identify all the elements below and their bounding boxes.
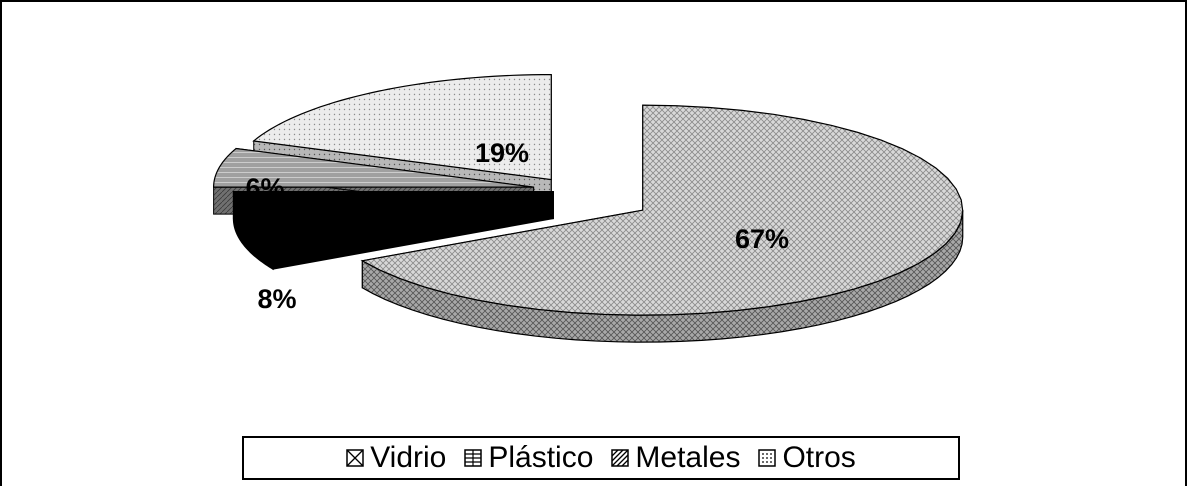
pie-label-vidrio: 67% [735,224,789,254]
pie-label-plastico: 8% [257,284,296,314]
legend-label: Otros [782,441,856,474]
pie-slice-top [232,190,554,243]
pie-slice-top [212,147,534,188]
crosshatch-swatch-icon [346,449,364,467]
legend-item-plastico: Plástico [464,441,593,475]
pie-slice-vidrio [360,104,964,343]
pie-label-metales: 6% [245,173,284,203]
chart-legend: Vidrio Plástico Metales Otros [242,436,960,480]
pie-slice-top [360,104,964,316]
grid-swatch-icon [464,449,483,467]
legend-label: Vidrio [370,441,447,474]
legend-item-vidrio: Vidrio [346,441,446,475]
legend-item-metales: Metales [611,441,740,475]
legend-item-otros: Otros [758,441,856,475]
legend-label: Plástico [488,441,594,474]
pie-label-otros: 19% [475,138,529,168]
dotted-swatch-icon [758,449,777,467]
pie-slice-plastico [232,190,554,271]
legend-label: Metales [635,441,741,474]
pie-slice-top [252,73,552,181]
diagonal-swatch-icon [611,449,630,467]
